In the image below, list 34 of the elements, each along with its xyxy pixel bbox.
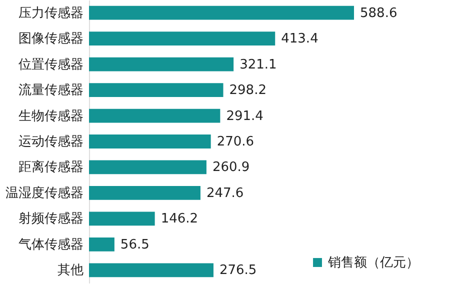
bar — [89, 212, 155, 226]
data-label: 56.5 — [120, 237, 150, 252]
bar — [89, 6, 354, 20]
bar — [89, 237, 114, 252]
data-label: 413.4 — [281, 32, 318, 47]
bar — [89, 32, 276, 46]
data-label: 298.2 — [229, 83, 266, 98]
bar — [89, 57, 234, 72]
y-tick-label: 压力传感器 — [18, 6, 84, 21]
y-tick-label: 气体传感器 — [18, 237, 84, 252]
y-tick-label: 生物传感器 — [18, 108, 84, 124]
data-label: 146.2 — [160, 212, 198, 227]
data-label: 276.5 — [219, 263, 257, 278]
data-label: 270.6 — [216, 134, 254, 150]
bar — [89, 160, 206, 174]
data-label: 291.4 — [226, 108, 264, 124]
data-label: 588.6 — [360, 6, 398, 21]
bar — [89, 186, 200, 200]
y-tick-label: 流量传感器 — [18, 82, 84, 98]
data-label: 247.6 — [206, 186, 244, 201]
bar — [89, 108, 220, 123]
data-label: 321.1 — [240, 57, 277, 72]
y-tick-label: 位置传感器 — [18, 57, 84, 72]
bar — [89, 134, 211, 148]
y-tick-label: 距离传感器 — [18, 159, 84, 176]
bar — [89, 263, 214, 278]
legend-label: 销售额（亿元） — [327, 256, 419, 270]
y-tick-label: 运动传感器 — [18, 134, 84, 150]
y-tick-label: 射频传感器 — [18, 212, 84, 227]
y-tick-label: 图像传感器 — [18, 32, 84, 47]
bar — [89, 83, 224, 97]
y-tick-label: 其他 — [58, 263, 84, 278]
data-label: 260.9 — [212, 160, 250, 176]
y-tick-label: 温湿度传感器 — [6, 184, 84, 201]
